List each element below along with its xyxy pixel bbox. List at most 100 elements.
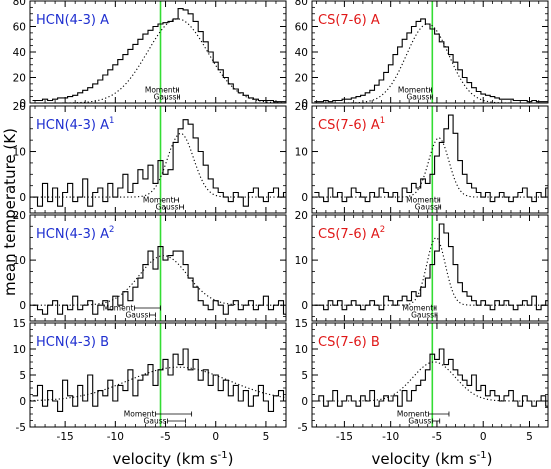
spectrum-histogram — [32, 246, 286, 315]
x-tick-label: 0 — [480, 431, 487, 443]
y-tick-label: 60 — [13, 22, 26, 34]
panel-frame — [311, 214, 549, 322]
spectrum-histogram — [314, 348, 548, 407]
y-tick-label: 10 — [13, 255, 26, 267]
gauss-label: Gauss — [408, 417, 431, 426]
panel-superscript: 1 — [380, 116, 385, 126]
moment-label: Moment — [406, 196, 437, 205]
x-tick-label: -5 — [160, 431, 170, 443]
gauss-label: Gauss — [144, 417, 167, 426]
y-tick-label: 0 — [19, 300, 26, 312]
panel-frame — [29, 0, 287, 104]
y-tick-label: 80 — [295, 0, 308, 8]
panel-molecule: HCN(4-3) A — [36, 13, 109, 28]
x-tick-label: -15 — [336, 431, 353, 443]
x-tick-label: -5 — [432, 431, 442, 443]
panel-title: HCN(4-3) A — [36, 13, 109, 28]
y-tick-label: 0 — [301, 396, 308, 408]
y-tick-label: -5 — [298, 422, 308, 434]
panel-title: CS(7-6) B — [318, 335, 380, 350]
y-tick-label: 10 — [295, 255, 308, 267]
panel-frame — [29, 105, 287, 214]
panel-frame — [311, 322, 549, 428]
gauss-label: Gauss — [415, 203, 438, 212]
spectrum-histogram — [314, 114, 548, 203]
y-tick-label: 20 — [13, 210, 26, 222]
panel-molecule: CS(7-6) B — [318, 335, 380, 350]
y-axis-label: mean temperature (K) — [1, 128, 19, 296]
panel-molecule: CS(7-6) A — [318, 118, 380, 133]
moment-label: Moment — [398, 86, 429, 95]
y-tick-label: 0 — [301, 98, 308, 110]
x-tick-label: 0 — [212, 431, 219, 443]
gaussian-fit-line — [30, 18, 286, 103]
y-tick-label: 15 — [295, 318, 308, 330]
y-tick-label: 5 — [301, 370, 308, 382]
y-tick-label: 80 — [13, 0, 26, 8]
spectrum-histogram — [32, 348, 286, 412]
y-tick-label: 0 — [19, 98, 26, 110]
y-tick-label: 0 — [19, 192, 26, 204]
panel-title: CS(7-6) A — [318, 13, 380, 28]
moment-label: Moment — [145, 86, 176, 95]
panel-molecule: HCN(4-3) A — [36, 118, 109, 133]
y-tick-label: 0 — [301, 300, 308, 312]
panel-superscript: 2 — [380, 225, 385, 235]
panel-frame — [29, 322, 287, 428]
y-tick-label: 10 — [13, 344, 26, 356]
y-tick-label: 15 — [13, 318, 26, 330]
panel-frame — [29, 214, 287, 322]
spectrum-histogram — [32, 8, 286, 103]
y-tick-label: 10 — [295, 344, 308, 356]
panel-molecule: HCN(4-3) B — [36, 335, 109, 350]
y-tick-label: 0 — [301, 192, 308, 204]
x-tick-label: -10 — [382, 431, 399, 443]
moment-label: Moment — [124, 410, 155, 419]
y-tick-label: 20 — [13, 73, 26, 85]
y-tick-label: 10 — [295, 147, 308, 159]
panel-molecule: CS(7-6) A — [318, 13, 380, 28]
moment-label: Moment — [103, 304, 134, 313]
y-tick-label: 40 — [13, 47, 26, 59]
x-tick-label: 5 — [526, 431, 533, 443]
panel-superscript: 1 — [109, 116, 114, 126]
panel-title: HCN(4-3) B — [36, 335, 109, 350]
y-tick-label: 5 — [19, 370, 26, 382]
x-tick-label: -10 — [107, 431, 124, 443]
moment-label: Moment — [397, 410, 428, 419]
x-tick-label: 5 — [263, 431, 270, 443]
panel-title: CS(7-6) A1 — [318, 116, 385, 133]
gauss-label: Gauss — [125, 311, 148, 320]
gauss-label: Gauss — [406, 93, 429, 102]
y-tick-label: 40 — [295, 47, 308, 59]
panel-frame — [311, 105, 549, 214]
x-axis-label-right: velocity (km s-1) — [372, 450, 493, 468]
y-tick-label: -5 — [16, 422, 26, 434]
gaussian-fit-line — [312, 137, 548, 198]
panel-title: CS(7-6) A2 — [318, 225, 385, 242]
y-tick-label: 0 — [19, 396, 26, 408]
panel-frame — [311, 0, 549, 104]
y-tick-label: 20 — [295, 73, 308, 85]
gaussian-fit-line — [30, 255, 285, 306]
y-tick-label: 20 — [13, 101, 26, 113]
x-tick-label: -15 — [57, 431, 74, 443]
gaussian-fit-line — [30, 366, 286, 402]
spectrum-histogram — [32, 119, 286, 207]
spectrum-histogram — [314, 18, 548, 103]
gauss-label: Gauss — [411, 311, 434, 320]
panel-molecule: HCN(4-3) A — [36, 227, 109, 242]
gauss-label: Gauss — [154, 93, 177, 102]
y-tick-label: 20 — [295, 101, 308, 113]
y-tick-label: 60 — [295, 22, 308, 34]
y-tick-label: 20 — [295, 210, 308, 222]
y-tick-label: 10 — [13, 147, 26, 159]
moment-label: Moment — [143, 196, 174, 205]
